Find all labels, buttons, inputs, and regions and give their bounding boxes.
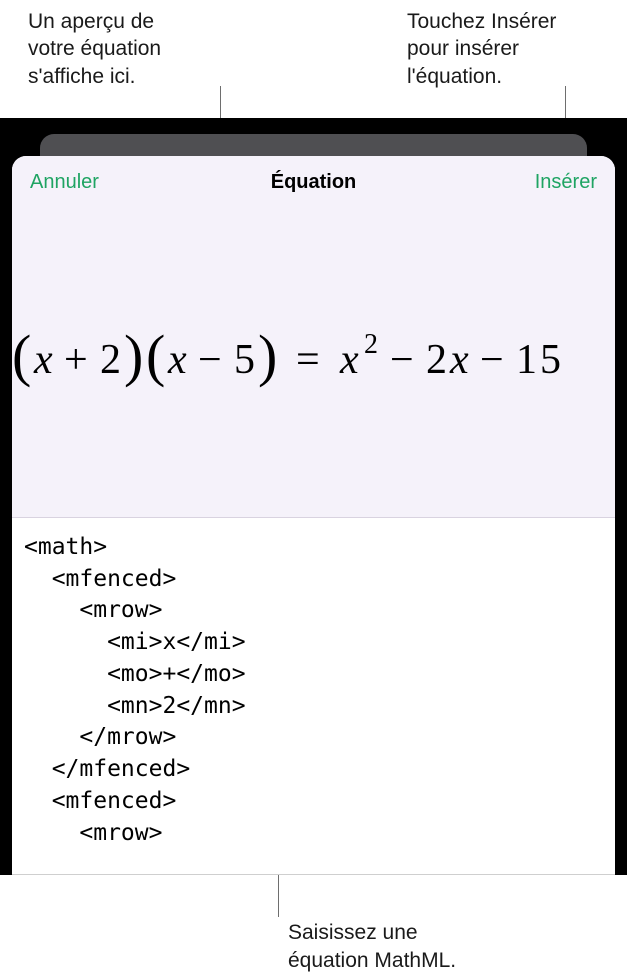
equation-render: ( x + 2 ) ( x − 5 ) = x 2 − 2 x − (12, 313, 615, 413)
equation-preview: ( x + 2 ) ( x − 5 ) = x 2 − 2 x − (12, 208, 615, 518)
svg-text:1: 1 (516, 337, 537, 383)
svg-text:): ) (124, 323, 143, 388)
annotation-preview: Un aperçu devotre équations'affiche ici. (28, 8, 228, 90)
device-frame: Annuler Équation Insérer ( x + 2 ) ( x −… (0, 118, 627, 875)
svg-text:x: x (33, 337, 53, 383)
svg-text:2: 2 (100, 337, 121, 383)
svg-text:5: 5 (540, 337, 561, 383)
svg-text:−: − (198, 337, 222, 383)
svg-text:x: x (339, 337, 359, 383)
annotation-input: Saisissez uneéquation MathML. (288, 919, 538, 974)
svg-text:(: ( (12, 323, 31, 388)
sheet-title: Équation (271, 171, 357, 194)
svg-text:−: − (390, 337, 414, 383)
svg-text:(: ( (146, 323, 165, 388)
svg-text:x: x (449, 337, 469, 383)
svg-text:): ) (258, 323, 277, 388)
svg-text:2: 2 (364, 329, 378, 360)
svg-text:−: − (480, 337, 504, 383)
annotation-insert: Touchez Insérerpour insérerl'équation. (407, 8, 607, 90)
equation-sheet: Annuler Équation Insérer ( x + 2 ) ( x −… (12, 156, 615, 875)
leader-line (278, 875, 279, 917)
insert-button[interactable]: Insérer (535, 171, 597, 194)
svg-text:=: = (296, 337, 320, 383)
cancel-button[interactable]: Annuler (30, 171, 99, 194)
mathml-editor[interactable]: <math> <mfenced> <mrow> <mi>x</mi> <mo>+… (12, 518, 615, 875)
svg-text:+: + (64, 337, 88, 383)
navbar: Annuler Équation Insérer (12, 156, 615, 208)
svg-text:2: 2 (426, 337, 447, 383)
svg-text:x: x (167, 337, 187, 383)
svg-text:5: 5 (234, 337, 255, 383)
